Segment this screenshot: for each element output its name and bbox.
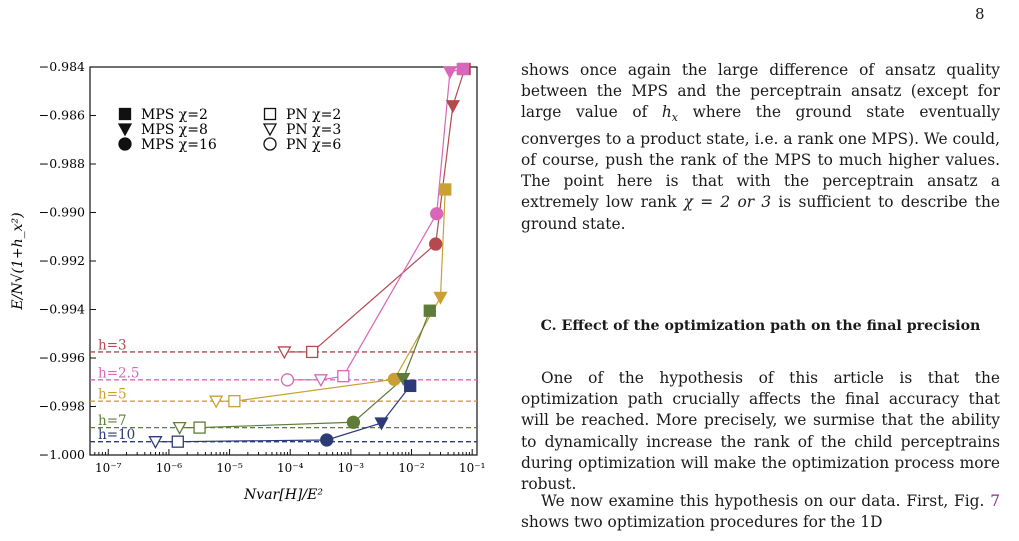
pn-data-point <box>172 421 187 435</box>
legend-label: MPS χ=8 <box>141 122 208 138</box>
pn-data-point <box>280 373 295 387</box>
series-line <box>216 189 446 402</box>
page-number: 8 <box>975 5 985 23</box>
mps-data-point <box>439 183 452 196</box>
mps-data-point <box>404 379 417 393</box>
legend-label: MPS χ=16 <box>141 137 217 153</box>
series-label: h=2.5 <box>98 365 139 381</box>
legend-label: PN χ=6 <box>286 137 341 153</box>
legend-marker <box>263 137 277 151</box>
y-tick-label: −0.990 <box>39 205 85 220</box>
series-label: h=3 <box>98 337 127 353</box>
x-tick-label: 10⁻⁷ <box>95 461 122 475</box>
pn-data-point <box>277 346 292 360</box>
y-tick-label: −0.984 <box>39 59 85 74</box>
mps-data-point <box>429 237 443 251</box>
legend-label: MPS χ=2 <box>141 107 208 123</box>
x-tick-label: 10⁻⁶ <box>156 461 183 475</box>
pn-data-point <box>171 435 184 448</box>
mps-data-point <box>320 433 334 447</box>
series-label: h=10 <box>98 427 135 443</box>
y-tick-label: −0.996 <box>39 350 85 365</box>
mps-data-point <box>445 100 460 114</box>
mps-data-point <box>423 304 436 317</box>
pn-data-point <box>209 395 224 409</box>
y-tick-label: −0.986 <box>39 108 85 123</box>
legend-label: PN χ=3 <box>286 122 341 138</box>
y-axis-label: E/N√(1+h_x²) <box>10 212 26 310</box>
mps-data-point <box>433 291 448 305</box>
figure-ref-link[interactable]: 7 <box>990 492 1000 510</box>
mps-data-point <box>374 417 389 431</box>
legend-marker <box>118 107 132 121</box>
pn-data-point <box>148 436 163 450</box>
legend-marker <box>263 107 277 121</box>
y-tick-label: −0.994 <box>39 302 85 317</box>
legend-label: PN χ=2 <box>286 107 341 123</box>
series-line <box>179 310 431 429</box>
paragraph-hypothesis: One of the hypothesis of this article is… <box>521 369 1000 494</box>
pn-data-point <box>337 370 350 383</box>
mps-data-point <box>346 415 361 429</box>
x-tick-label: 10⁻² <box>398 461 425 475</box>
x-tick-label: 10⁻⁵ <box>216 461 243 475</box>
paragraph-ansatz-quality: shows once again the large difference of… <box>521 61 1000 233</box>
mps-data-point <box>456 62 469 76</box>
pn-data-point <box>228 395 241 408</box>
y-tick-label: −0.998 <box>39 399 85 414</box>
x-tick-label: 10⁻⁴ <box>277 461 304 475</box>
y-tick-label: −0.992 <box>39 253 85 268</box>
x-axis-label: Nvar[H]/E² <box>243 487 323 503</box>
series-label: h=7 <box>98 413 127 429</box>
pn-data-point <box>193 421 206 434</box>
mps-data-point <box>430 207 444 221</box>
paragraph-examine: We now examine this hypothesis on our da… <box>521 492 1000 532</box>
legend-marker <box>117 123 133 137</box>
section-heading: C. Effect of the optimization path on th… <box>540 318 981 334</box>
mps-data-point <box>442 66 458 80</box>
series-label: h=5 <box>98 387 127 403</box>
pn-data-point <box>306 345 319 359</box>
y-tick-label: −0.988 <box>39 156 85 171</box>
legend-marker <box>118 137 132 151</box>
y-tick-label: −1.000 <box>39 447 85 462</box>
x-tick-label: 10⁻¹ <box>459 461 485 475</box>
pn-data-point <box>313 374 328 388</box>
mps-data-point <box>396 372 411 386</box>
x-tick-label: 10⁻³ <box>338 461 365 475</box>
legend-marker <box>262 123 278 137</box>
